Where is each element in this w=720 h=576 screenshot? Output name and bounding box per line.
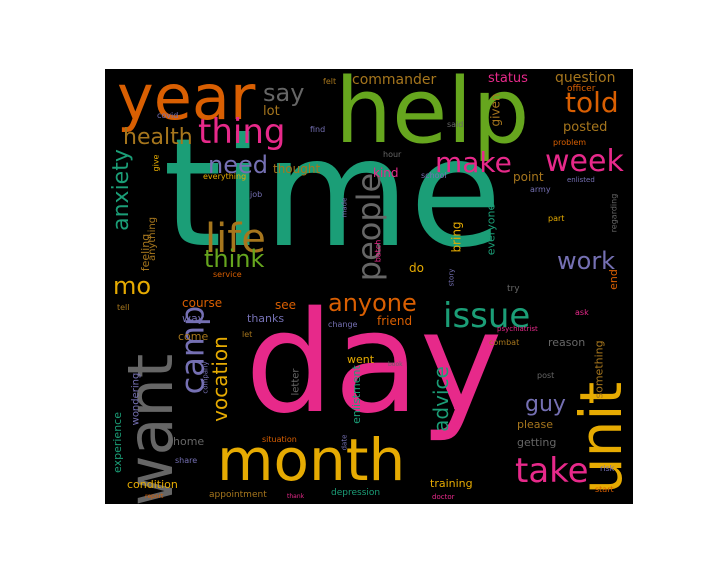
word-stay: stay: [450, 402, 464, 427]
word-thank: thank: [287, 493, 305, 500]
word-appointment: appointment: [209, 490, 267, 500]
word-month: month: [217, 426, 406, 494]
word-experience: experience: [110, 412, 124, 473]
word-kind: kind: [373, 166, 399, 180]
word-tell: tell: [117, 303, 130, 312]
word-year: year: [117, 69, 256, 134]
word-make: make: [435, 146, 512, 179]
word-enlistment: enlistment: [349, 365, 363, 424]
word-everyone: everyone: [484, 203, 498, 256]
word-life: life: [205, 216, 266, 262]
word-covid: covid: [157, 111, 179, 120]
word-time: time: [163, 107, 502, 281]
word-felt: felt: [323, 77, 337, 86]
word-lot: lot: [263, 104, 280, 119]
word-advice: advice: [428, 366, 453, 432]
word-vocation: vocation: [207, 336, 232, 422]
word-help: help: [335, 69, 530, 164]
word-course: course: [182, 296, 223, 310]
word-bring: bring: [449, 221, 464, 253]
word-told: told: [565, 86, 619, 119]
word-way: way: [182, 312, 205, 325]
word-part: part: [548, 214, 565, 223]
word-enlisted: enlisted: [567, 176, 595, 184]
word-letter: letter: [290, 368, 302, 396]
word-day: day: [245, 282, 503, 445]
word-school: school: [421, 171, 447, 180]
word-work: work: [557, 247, 616, 275]
word-went: went: [347, 353, 375, 366]
word-risk: risk: [600, 464, 615, 473]
word-post: post: [537, 371, 555, 380]
word-take: take: [515, 451, 589, 491]
word-thing: thing: [198, 112, 286, 152]
word-regarding: regarding: [609, 193, 619, 233]
word-posted: posted: [563, 120, 608, 135]
word-psychiatrist: psychiatrist: [497, 325, 538, 333]
word-think: think: [204, 245, 265, 273]
word-anyone: anyone: [328, 289, 417, 317]
word-army: army: [530, 185, 551, 194]
word-given: given: [488, 93, 503, 127]
word-company: company: [201, 361, 210, 394]
word-thanks: thanks: [247, 312, 285, 325]
word-issue: issue: [443, 296, 531, 336]
word-find: find: [310, 125, 326, 134]
word-start: start: [595, 485, 614, 494]
word-batch: batch: [373, 239, 383, 263]
word-cloud: time day help year want month unit take …: [105, 69, 633, 504]
word-do: do: [409, 261, 424, 275]
word-reason: reason: [548, 336, 586, 349]
word-report: report: [145, 493, 164, 500]
word-problem: problem: [553, 138, 587, 147]
word-health: health: [123, 125, 193, 150]
word-training: training: [430, 477, 473, 490]
word-depression: depression: [331, 488, 381, 498]
word-change: change: [328, 320, 358, 329]
word-date: date: [340, 434, 349, 451]
word-job: job: [250, 190, 263, 199]
word-anything: anything: [147, 216, 159, 262]
word-hour: hour: [383, 150, 402, 159]
word-question: question: [555, 70, 616, 86]
word-anxiety: anxiety: [108, 149, 134, 231]
word-home: home: [173, 435, 205, 448]
word-give: give: [151, 154, 161, 172]
word-mo: mo: [113, 272, 152, 300]
word-need: need: [208, 151, 268, 179]
word-commander: commander: [352, 72, 437, 88]
word-situation: situation: [262, 435, 297, 444]
word-said: said: [447, 120, 464, 129]
word-status: status: [488, 71, 528, 86]
word-share: share: [175, 456, 198, 465]
word-officer: officer: [567, 84, 596, 94]
word-week: week: [545, 144, 624, 179]
word-condition: condition: [127, 478, 178, 491]
word-everything: everything: [203, 172, 247, 181]
word-something: something: [592, 340, 606, 399]
word-point: point: [513, 170, 544, 184]
word-guy: guy: [525, 392, 566, 417]
word-say: say: [263, 79, 305, 107]
word-getting: getting: [517, 436, 557, 449]
word-book: book: [388, 361, 403, 368]
word-end: end: [606, 269, 620, 290]
word-combat: combat: [489, 338, 520, 347]
word-service: service: [213, 270, 242, 279]
word-thought: thought: [273, 162, 321, 176]
word-people: people: [350, 172, 389, 282]
word-let: let: [242, 330, 253, 339]
word-ask: ask: [575, 308, 589, 317]
word-friend: friend: [377, 314, 413, 328]
word-come: come: [178, 330, 209, 343]
word-wondering: wondering: [130, 372, 142, 426]
word-made: made: [340, 197, 349, 218]
word-doctor: doctor: [432, 493, 455, 501]
word-please: please: [517, 418, 554, 431]
word-story: story: [447, 268, 456, 287]
word-try: try: [507, 284, 520, 294]
word-see: see: [275, 298, 297, 312]
